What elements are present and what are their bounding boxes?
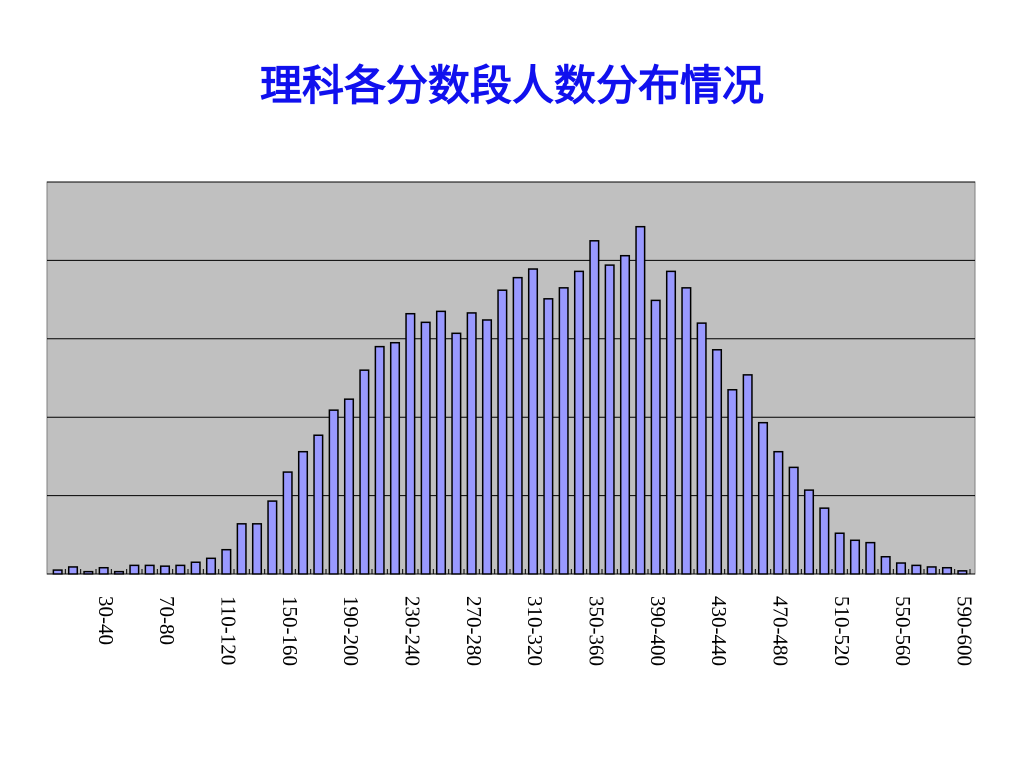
- bar: [589, 240, 600, 575]
- bar: [297, 450, 309, 575]
- bar: [435, 310, 447, 575]
- bar: [451, 332, 462, 575]
- bar: [681, 287, 692, 575]
- bar: [251, 523, 263, 575]
- bar: [573, 270, 585, 575]
- bar: [267, 500, 278, 575]
- x-tick-label: 390-400: [646, 596, 670, 666]
- x-tick-label: 590-600: [953, 596, 977, 666]
- bar: [604, 264, 615, 575]
- x-tick-label: 510-520: [830, 596, 854, 666]
- bar: [911, 564, 922, 575]
- bar: [282, 471, 293, 575]
- bar: [497, 289, 508, 575]
- bar: [757, 421, 769, 575]
- x-tick-label: 30-40: [94, 596, 118, 645]
- bar: [129, 564, 140, 575]
- bar: [313, 434, 324, 575]
- bar: [803, 489, 815, 575]
- x-tick-label: 270-280: [462, 596, 486, 666]
- bar: [941, 566, 953, 575]
- bar: [849, 539, 861, 575]
- bar: [98, 566, 109, 575]
- bar: [175, 564, 186, 575]
- plot-area: [46, 181, 976, 575]
- bar: [236, 523, 247, 575]
- bar: [144, 564, 155, 575]
- bar: [343, 398, 355, 575]
- bar: [328, 409, 339, 575]
- bar: [190, 561, 201, 575]
- x-tick-label: 190-200: [339, 596, 363, 666]
- bar: [880, 556, 891, 575]
- bar: [543, 298, 554, 575]
- bar: [742, 374, 753, 575]
- bar: [895, 562, 907, 575]
- bar: [205, 557, 217, 575]
- bar: [374, 345, 385, 575]
- x-tick-label: 70-80: [155, 596, 179, 645]
- bar: [159, 565, 171, 575]
- x-tick-label: 550-560: [891, 596, 915, 666]
- bar: [926, 566, 937, 575]
- chart-title: 理科各分数段人数分布情况: [260, 61, 764, 110]
- bar: [67, 566, 79, 575]
- bar: [420, 321, 431, 575]
- bar: [819, 507, 830, 575]
- bar: [389, 341, 401, 575]
- bar: [665, 270, 677, 575]
- x-tick-label: 470-480: [769, 596, 793, 666]
- bar: [221, 548, 232, 575]
- bar: [711, 349, 723, 575]
- x-tick-label: 110-120: [217, 596, 241, 665]
- bar: [527, 268, 539, 575]
- bar: [512, 276, 523, 575]
- bar: [635, 225, 646, 575]
- bar: [558, 287, 569, 575]
- bar: [52, 569, 63, 575]
- bar: [865, 541, 876, 575]
- bar: [405, 312, 416, 575]
- bar: [113, 570, 125, 575]
- x-tick-label: 430-440: [707, 596, 731, 666]
- bar: [696, 322, 707, 575]
- bar: [619, 254, 631, 575]
- bar: [834, 532, 845, 575]
- bar: [83, 570, 94, 575]
- x-tick-label: 350-360: [585, 596, 609, 666]
- bar: [650, 299, 661, 575]
- x-tick-label: 230-240: [401, 596, 425, 666]
- bar: [481, 319, 493, 575]
- bar: [788, 466, 799, 575]
- x-tick-label: 310-320: [523, 596, 547, 666]
- x-tick-label: 150-160: [278, 596, 302, 666]
- bar: [727, 389, 738, 575]
- bar: [359, 369, 370, 575]
- bar: [957, 570, 968, 575]
- bar: [773, 450, 784, 575]
- bar: [466, 312, 477, 575]
